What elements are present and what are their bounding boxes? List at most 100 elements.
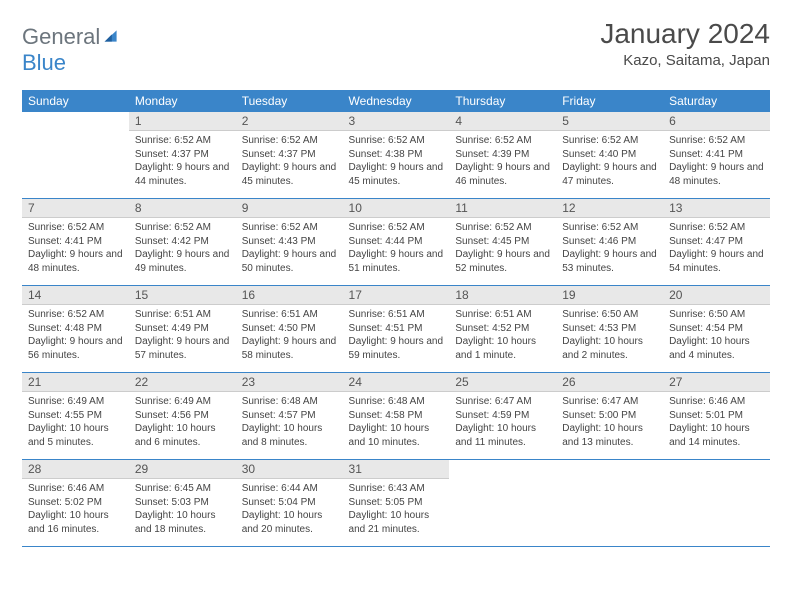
day-cell: 28Sunrise: 6:46 AMSunset: 5:02 PMDayligh… <box>22 460 129 547</box>
daylight-text: Daylight: 10 hours and 18 minutes. <box>135 509 230 536</box>
day-cell: 7Sunrise: 6:52 AMSunset: 4:41 PMDaylight… <box>22 199 129 286</box>
sunset-text: Sunset: 4:37 PM <box>135 148 230 162</box>
day-cell <box>22 112 129 199</box>
day-number: 17 <box>343 286 450 305</box>
day-body: Sunrise: 6:51 AMSunset: 4:49 PMDaylight:… <box>129 305 236 372</box>
day-body <box>22 130 129 190</box>
day-number: 29 <box>129 460 236 479</box>
sunset-text: Sunset: 4:58 PM <box>349 409 444 423</box>
day-cell: 11Sunrise: 6:52 AMSunset: 4:45 PMDayligh… <box>449 199 556 286</box>
day-body: Sunrise: 6:51 AMSunset: 4:51 PMDaylight:… <box>343 305 450 372</box>
daylight-text: Daylight: 9 hours and 58 minutes. <box>242 335 337 362</box>
sunrise-text: Sunrise: 6:52 AM <box>135 221 230 235</box>
day-body: Sunrise: 6:48 AMSunset: 4:58 PMDaylight:… <box>343 392 450 459</box>
day-cell: 14Sunrise: 6:52 AMSunset: 4:48 PMDayligh… <box>22 286 129 373</box>
logo: GeneralBlue <box>22 24 120 76</box>
day-body: Sunrise: 6:52 AMSunset: 4:46 PMDaylight:… <box>556 218 663 285</box>
day-cell: 12Sunrise: 6:52 AMSunset: 4:46 PMDayligh… <box>556 199 663 286</box>
day-number: 24 <box>343 373 450 392</box>
sunrise-text: Sunrise: 6:52 AM <box>562 221 657 235</box>
sunrise-text: Sunrise: 6:47 AM <box>562 395 657 409</box>
day-cell: 22Sunrise: 6:49 AMSunset: 4:56 PMDayligh… <box>129 373 236 460</box>
day-cell: 15Sunrise: 6:51 AMSunset: 4:49 PMDayligh… <box>129 286 236 373</box>
day-body: Sunrise: 6:51 AMSunset: 4:50 PMDaylight:… <box>236 305 343 372</box>
day-body: Sunrise: 6:52 AMSunset: 4:41 PMDaylight:… <box>22 218 129 285</box>
day-body: Sunrise: 6:52 AMSunset: 4:43 PMDaylight:… <box>236 218 343 285</box>
day-number: 3 <box>343 112 450 131</box>
day-body: Sunrise: 6:52 AMSunset: 4:42 PMDaylight:… <box>129 218 236 285</box>
day-number <box>556 460 663 478</box>
day-body <box>449 478 556 538</box>
day-cell: 5Sunrise: 6:52 AMSunset: 4:40 PMDaylight… <box>556 112 663 199</box>
sunrise-text: Sunrise: 6:52 AM <box>28 221 123 235</box>
sunset-text: Sunset: 4:46 PM <box>562 235 657 249</box>
day-cell <box>449 460 556 547</box>
sunset-text: Sunset: 4:55 PM <box>28 409 123 423</box>
day-number: 20 <box>663 286 770 305</box>
sunset-text: Sunset: 4:43 PM <box>242 235 337 249</box>
day-body: Sunrise: 6:52 AMSunset: 4:39 PMDaylight:… <box>449 131 556 198</box>
sunrise-text: Sunrise: 6:48 AM <box>349 395 444 409</box>
day-body: Sunrise: 6:50 AMSunset: 4:53 PMDaylight:… <box>556 305 663 372</box>
sunrise-text: Sunrise: 6:52 AM <box>242 221 337 235</box>
weekday-tue: Tuesday <box>236 90 343 112</box>
day-body: Sunrise: 6:52 AMSunset: 4:48 PMDaylight:… <box>22 305 129 372</box>
sunrise-text: Sunrise: 6:46 AM <box>28 482 123 496</box>
sunrise-text: Sunrise: 6:50 AM <box>562 308 657 322</box>
daylight-text: Daylight: 10 hours and 14 minutes. <box>669 422 764 449</box>
daylight-text: Daylight: 10 hours and 20 minutes. <box>242 509 337 536</box>
sunset-text: Sunset: 4:49 PM <box>135 322 230 336</box>
day-number: 22 <box>129 373 236 392</box>
sunrise-text: Sunrise: 6:49 AM <box>135 395 230 409</box>
day-number: 18 <box>449 286 556 305</box>
sunset-text: Sunset: 4:53 PM <box>562 322 657 336</box>
day-cell: 27Sunrise: 6:46 AMSunset: 5:01 PMDayligh… <box>663 373 770 460</box>
daylight-text: Daylight: 9 hours and 46 minutes. <box>455 161 550 188</box>
location-text: Kazo, Saitama, Japan <box>600 52 770 69</box>
day-cell: 31Sunrise: 6:43 AMSunset: 5:05 PMDayligh… <box>343 460 450 547</box>
day-number: 19 <box>556 286 663 305</box>
sunset-text: Sunset: 4:42 PM <box>135 235 230 249</box>
sunset-text: Sunset: 4:41 PM <box>28 235 123 249</box>
day-body: Sunrise: 6:50 AMSunset: 4:54 PMDaylight:… <box>663 305 770 372</box>
day-cell: 10Sunrise: 6:52 AMSunset: 4:44 PMDayligh… <box>343 199 450 286</box>
sunset-text: Sunset: 4:47 PM <box>669 235 764 249</box>
day-number: 16 <box>236 286 343 305</box>
sunrise-text: Sunrise: 6:52 AM <box>242 134 337 148</box>
day-cell: 6Sunrise: 6:52 AMSunset: 4:41 PMDaylight… <box>663 112 770 199</box>
day-number: 5 <box>556 112 663 131</box>
sunrise-text: Sunrise: 6:51 AM <box>242 308 337 322</box>
sunset-text: Sunset: 5:05 PM <box>349 496 444 510</box>
daylight-text: Daylight: 10 hours and 11 minutes. <box>455 422 550 449</box>
sunrise-text: Sunrise: 6:52 AM <box>562 134 657 148</box>
day-number: 10 <box>343 199 450 218</box>
sunset-text: Sunset: 5:04 PM <box>242 496 337 510</box>
day-number: 30 <box>236 460 343 479</box>
daylight-text: Daylight: 10 hours and 2 minutes. <box>562 335 657 362</box>
sunset-text: Sunset: 4:41 PM <box>669 148 764 162</box>
daylight-text: Daylight: 9 hours and 50 minutes. <box>242 248 337 275</box>
day-number: 25 <box>449 373 556 392</box>
daylight-text: Daylight: 10 hours and 6 minutes. <box>135 422 230 449</box>
day-number: 23 <box>236 373 343 392</box>
day-number: 31 <box>343 460 450 479</box>
day-number: 11 <box>449 199 556 218</box>
day-cell <box>663 460 770 547</box>
day-body: Sunrise: 6:46 AMSunset: 5:01 PMDaylight:… <box>663 392 770 459</box>
day-cell: 2Sunrise: 6:52 AMSunset: 4:37 PMDaylight… <box>236 112 343 199</box>
day-body: Sunrise: 6:52 AMSunset: 4:47 PMDaylight:… <box>663 218 770 285</box>
day-cell: 9Sunrise: 6:52 AMSunset: 4:43 PMDaylight… <box>236 199 343 286</box>
day-number <box>663 460 770 478</box>
daylight-text: Daylight: 9 hours and 47 minutes. <box>562 161 657 188</box>
sunset-text: Sunset: 4:52 PM <box>455 322 550 336</box>
weekday-wed: Wednesday <box>343 90 450 112</box>
day-cell: 25Sunrise: 6:47 AMSunset: 4:59 PMDayligh… <box>449 373 556 460</box>
sunrise-text: Sunrise: 6:51 AM <box>349 308 444 322</box>
day-cell: 24Sunrise: 6:48 AMSunset: 4:58 PMDayligh… <box>343 373 450 460</box>
daylight-text: Daylight: 10 hours and 21 minutes. <box>349 509 444 536</box>
title-block: January 2024 Kazo, Saitama, Japan <box>600 18 770 69</box>
daylight-text: Daylight: 9 hours and 57 minutes. <box>135 335 230 362</box>
daylight-text: Daylight: 9 hours and 54 minutes. <box>669 248 764 275</box>
daylight-text: Daylight: 10 hours and 10 minutes. <box>349 422 444 449</box>
day-cell: 21Sunrise: 6:49 AMSunset: 4:55 PMDayligh… <box>22 373 129 460</box>
